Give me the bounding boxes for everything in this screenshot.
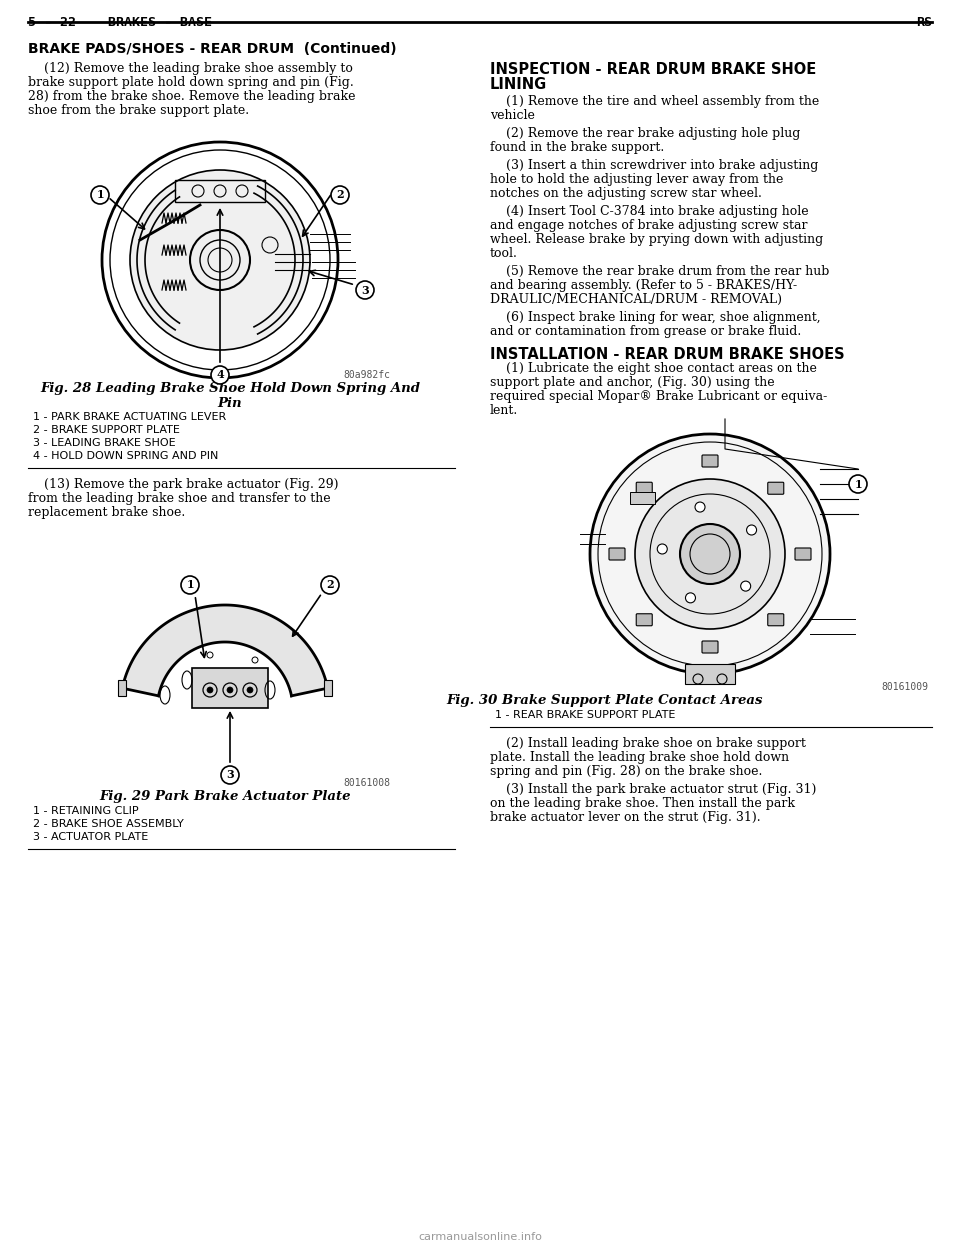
Text: 2: 2 xyxy=(326,580,334,590)
Circle shape xyxy=(658,544,667,554)
Bar xyxy=(685,664,735,684)
FancyBboxPatch shape xyxy=(768,482,783,494)
Text: BRAKE PADS/SHOES - REAR DRUM  (Continued): BRAKE PADS/SHOES - REAR DRUM (Continued) xyxy=(28,42,396,56)
Circle shape xyxy=(321,576,339,594)
Text: 80161008: 80161008 xyxy=(343,777,390,787)
Bar xyxy=(192,668,268,708)
Text: (2) Remove the rear brake adjusting hole plug: (2) Remove the rear brake adjusting hole… xyxy=(490,127,801,140)
Bar xyxy=(175,180,265,202)
Text: DRAULIC/MECHANICAL/DRUM - REMOVAL): DRAULIC/MECHANICAL/DRUM - REMOVAL) xyxy=(490,293,782,306)
Text: (3) Install the park brake actuator strut (Fig. 31): (3) Install the park brake actuator stru… xyxy=(490,782,816,796)
Text: 4 - HOLD DOWN SPRING AND PIN: 4 - HOLD DOWN SPRING AND PIN xyxy=(33,451,218,461)
Circle shape xyxy=(247,687,253,693)
Circle shape xyxy=(331,186,349,204)
Text: brake actuator lever on the strut (Fig. 31).: brake actuator lever on the strut (Fig. … xyxy=(490,811,760,823)
Text: 3 - LEADING BRAKE SHOE: 3 - LEADING BRAKE SHOE xyxy=(33,438,176,448)
Text: carmanualsonline.info: carmanualsonline.info xyxy=(418,1232,542,1242)
Circle shape xyxy=(695,502,705,512)
Circle shape xyxy=(181,576,199,594)
Circle shape xyxy=(590,433,830,674)
Text: 2 - BRAKE SUPPORT PLATE: 2 - BRAKE SUPPORT PLATE xyxy=(33,425,180,435)
Text: 3: 3 xyxy=(361,284,369,296)
Text: RS: RS xyxy=(916,15,932,29)
Text: LINING: LINING xyxy=(490,77,547,92)
Text: support plate and anchor, (Fig. 30) using the: support plate and anchor, (Fig. 30) usin… xyxy=(490,376,775,389)
Text: and bearing assembly. (Refer to 5 - BRAKES/HY-: and bearing assembly. (Refer to 5 - BRAK… xyxy=(490,279,797,292)
Text: and or contamination from grease or brake fluid.: and or contamination from grease or brak… xyxy=(490,325,802,338)
FancyBboxPatch shape xyxy=(609,548,625,560)
Bar xyxy=(630,492,655,504)
Text: 1 - RETAINING CLIP: 1 - RETAINING CLIP xyxy=(33,806,138,816)
Circle shape xyxy=(747,525,756,535)
Text: 1: 1 xyxy=(96,190,104,200)
Text: (4) Insert Tool C-3784 into brake adjusting hole: (4) Insert Tool C-3784 into brake adjust… xyxy=(490,205,808,219)
Text: 4: 4 xyxy=(216,370,224,380)
Text: (3) Insert a thin screwdriver into brake adjusting: (3) Insert a thin screwdriver into brake… xyxy=(490,159,818,171)
Text: (2) Install leading brake shoe on brake support: (2) Install leading brake shoe on brake … xyxy=(490,737,805,750)
Circle shape xyxy=(635,479,785,628)
Text: wheel. Release brake by prying down with adjusting: wheel. Release brake by prying down with… xyxy=(490,233,824,246)
Circle shape xyxy=(211,366,229,384)
FancyBboxPatch shape xyxy=(795,548,811,560)
Text: 1 - PARK BRAKE ACTUATING LEVER: 1 - PARK BRAKE ACTUATING LEVER xyxy=(33,412,227,422)
Circle shape xyxy=(680,524,740,584)
Text: 1 - REAR BRAKE SUPPORT PLATE: 1 - REAR BRAKE SUPPORT PLATE xyxy=(495,710,676,720)
Circle shape xyxy=(356,281,374,299)
Text: INSTALLATION - REAR DRUM BRAKE SHOES: INSTALLATION - REAR DRUM BRAKE SHOES xyxy=(490,347,845,361)
Text: 80161009: 80161009 xyxy=(881,682,928,692)
Text: spring and pin (Fig. 28) on the brake shoe.: spring and pin (Fig. 28) on the brake sh… xyxy=(490,765,762,777)
Text: lent.: lent. xyxy=(490,404,518,417)
Text: (6) Inspect brake lining for wear, shoe alignment,: (6) Inspect brake lining for wear, shoe … xyxy=(490,310,821,324)
Text: vehicle: vehicle xyxy=(490,109,535,122)
Text: (5) Remove the rear brake drum from the rear hub: (5) Remove the rear brake drum from the … xyxy=(490,265,829,278)
FancyBboxPatch shape xyxy=(636,614,652,626)
Text: Fig. 28 Leading Brake Shoe Hold Down Spring And: Fig. 28 Leading Brake Shoe Hold Down Spr… xyxy=(40,383,420,395)
Circle shape xyxy=(849,474,867,493)
Text: plate. Install the leading brake shoe hold down: plate. Install the leading brake shoe ho… xyxy=(490,751,789,764)
Text: (12) Remove the leading brake shoe assembly to: (12) Remove the leading brake shoe assem… xyxy=(28,62,353,75)
Text: required special Mopar® Brake Lubricant or equiva-: required special Mopar® Brake Lubricant … xyxy=(490,390,828,402)
FancyBboxPatch shape xyxy=(702,641,718,653)
Text: from the leading brake shoe and transfer to the: from the leading brake shoe and transfer… xyxy=(28,492,330,505)
Text: 3 - ACTUATOR PLATE: 3 - ACTUATOR PLATE xyxy=(33,832,148,842)
Text: (1) Remove the tire and wheel assembly from the: (1) Remove the tire and wheel assembly f… xyxy=(490,94,819,108)
Text: tool.: tool. xyxy=(490,247,517,260)
Text: (13) Remove the park brake actuator (Fig. 29): (13) Remove the park brake actuator (Fig… xyxy=(28,478,339,491)
Text: found in the brake support.: found in the brake support. xyxy=(490,142,664,154)
Text: 5 - 22    BRAKES - BASE: 5 - 22 BRAKES - BASE xyxy=(28,15,212,29)
FancyBboxPatch shape xyxy=(636,482,652,494)
Text: Pin: Pin xyxy=(218,397,242,410)
Circle shape xyxy=(91,186,109,204)
Text: notches on the adjusting screw star wheel.: notches on the adjusting screw star whee… xyxy=(490,188,762,200)
Text: Fig. 29 Park Brake Actuator Plate: Fig. 29 Park Brake Actuator Plate xyxy=(99,790,350,804)
Circle shape xyxy=(685,592,695,602)
Bar xyxy=(324,681,332,697)
Circle shape xyxy=(741,581,751,591)
Text: on the leading brake shoe. Then install the park: on the leading brake shoe. Then install … xyxy=(490,797,795,810)
FancyBboxPatch shape xyxy=(702,455,718,467)
Circle shape xyxy=(207,687,213,693)
Text: Fig. 30 Brake Support Plate Contact Areas: Fig. 30 Brake Support Plate Contact Area… xyxy=(446,694,763,707)
Text: replacement brake shoe.: replacement brake shoe. xyxy=(28,505,185,519)
FancyBboxPatch shape xyxy=(768,614,783,626)
Text: 2: 2 xyxy=(336,190,344,200)
Circle shape xyxy=(221,766,239,784)
Bar xyxy=(118,681,127,697)
Text: shoe from the brake support plate.: shoe from the brake support plate. xyxy=(28,104,250,117)
Polygon shape xyxy=(122,605,327,696)
Text: 80a982fc: 80a982fc xyxy=(343,370,390,380)
Circle shape xyxy=(227,687,233,693)
Circle shape xyxy=(130,170,310,350)
Text: 3: 3 xyxy=(227,770,234,780)
Text: INSPECTION - REAR DRUM BRAKE SHOE: INSPECTION - REAR DRUM BRAKE SHOE xyxy=(490,62,816,77)
Text: hole to hold the adjusting lever away from the: hole to hold the adjusting lever away fr… xyxy=(490,173,783,186)
Text: 1: 1 xyxy=(186,580,194,590)
Text: 1: 1 xyxy=(854,478,862,489)
Text: 28) from the brake shoe. Remove the leading brake: 28) from the brake shoe. Remove the lead… xyxy=(28,89,355,103)
Text: 2 - BRAKE SHOE ASSEMBLY: 2 - BRAKE SHOE ASSEMBLY xyxy=(33,818,183,828)
Text: (1) Lubricate the eight shoe contact areas on the: (1) Lubricate the eight shoe contact are… xyxy=(490,361,817,375)
Text: brake support plate hold down spring and pin (Fig.: brake support plate hold down spring and… xyxy=(28,76,353,89)
Text: and engage notches of brake adjusting screw star: and engage notches of brake adjusting sc… xyxy=(490,219,807,232)
